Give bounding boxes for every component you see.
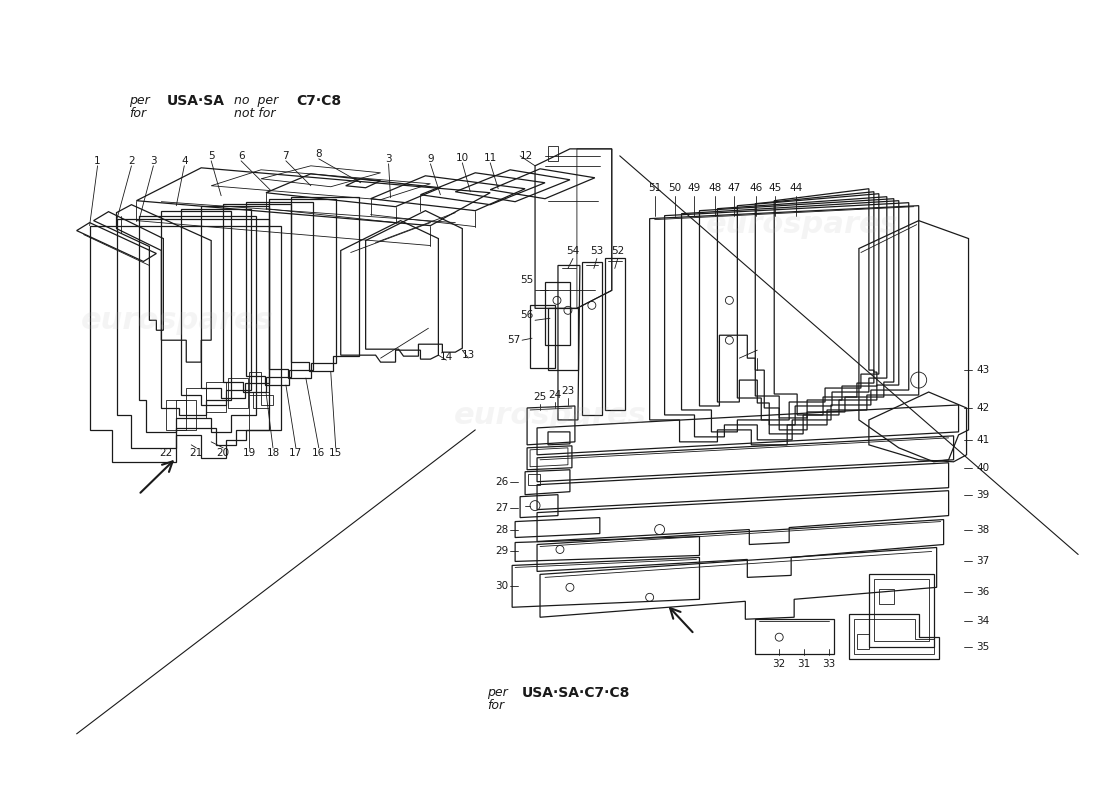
Text: 30: 30 [495,582,508,591]
Text: 2: 2 [128,156,135,166]
Text: 31: 31 [798,659,811,669]
Text: 54: 54 [566,246,580,255]
Text: 34: 34 [977,616,990,626]
Text: 11: 11 [484,153,497,163]
Text: 52: 52 [612,246,625,255]
Text: USA·SA·C7·C8: USA·SA·C7·C8 [522,686,630,700]
Text: 56: 56 [520,310,534,320]
Text: 37: 37 [977,557,990,566]
Text: 40: 40 [977,462,990,473]
Text: 7: 7 [283,151,289,161]
Text: 32: 32 [772,659,785,669]
Text: 48: 48 [708,182,722,193]
Text: 28: 28 [495,525,508,534]
Text: for: for [130,107,146,120]
Text: eurospares: eurospares [706,210,899,239]
Text: eurospares: eurospares [81,306,274,334]
Text: 33: 33 [823,659,836,669]
Text: 12: 12 [520,151,534,161]
Text: per: per [130,94,151,107]
Text: 27: 27 [495,502,508,513]
Text: 51: 51 [648,182,661,193]
Text: 42: 42 [977,403,990,413]
Text: 17: 17 [289,448,302,458]
Text: 49: 49 [688,182,701,193]
Text: 35: 35 [977,642,990,652]
Text: 57: 57 [507,335,520,346]
Text: 45: 45 [769,182,782,193]
Text: 1: 1 [95,156,101,166]
Text: 10: 10 [455,153,469,163]
Text: 14: 14 [440,352,453,362]
Text: 24: 24 [549,390,562,400]
Text: 29: 29 [495,546,508,557]
Text: 41: 41 [977,435,990,445]
Text: eurospares: eurospares [453,402,647,430]
Text: 15: 15 [329,448,342,458]
Text: 39: 39 [977,490,990,500]
Text: 50: 50 [668,182,681,193]
Text: 46: 46 [750,182,763,193]
Text: 9: 9 [427,154,433,164]
Text: 47: 47 [728,182,741,193]
Text: 20: 20 [217,448,230,458]
Text: USA·SA: USA·SA [166,94,224,108]
Text: 38: 38 [977,525,990,534]
Text: 22: 22 [160,448,173,458]
Text: per: per [487,686,508,699]
Text: 13: 13 [462,350,475,360]
Text: 25: 25 [534,392,547,402]
Text: 3: 3 [150,156,156,166]
Text: no  per: no per [234,94,278,107]
Text: 44: 44 [790,182,803,193]
Text: 53: 53 [591,246,604,255]
Text: 55: 55 [520,275,534,286]
Text: 4: 4 [182,156,188,166]
Text: 8: 8 [316,149,322,159]
Text: 19: 19 [242,448,255,458]
Text: 26: 26 [495,477,508,486]
Text: 5: 5 [208,151,214,161]
Text: 21: 21 [189,448,202,458]
Text: 43: 43 [977,365,990,375]
Text: 36: 36 [977,587,990,598]
Text: 23: 23 [561,386,574,396]
Text: for: for [487,699,504,712]
Text: 3: 3 [385,154,392,164]
Text: 18: 18 [266,448,279,458]
Text: 16: 16 [312,448,326,458]
Text: not for: not for [234,107,276,120]
Text: C7·C8: C7·C8 [296,94,341,108]
Text: 6: 6 [238,151,244,161]
